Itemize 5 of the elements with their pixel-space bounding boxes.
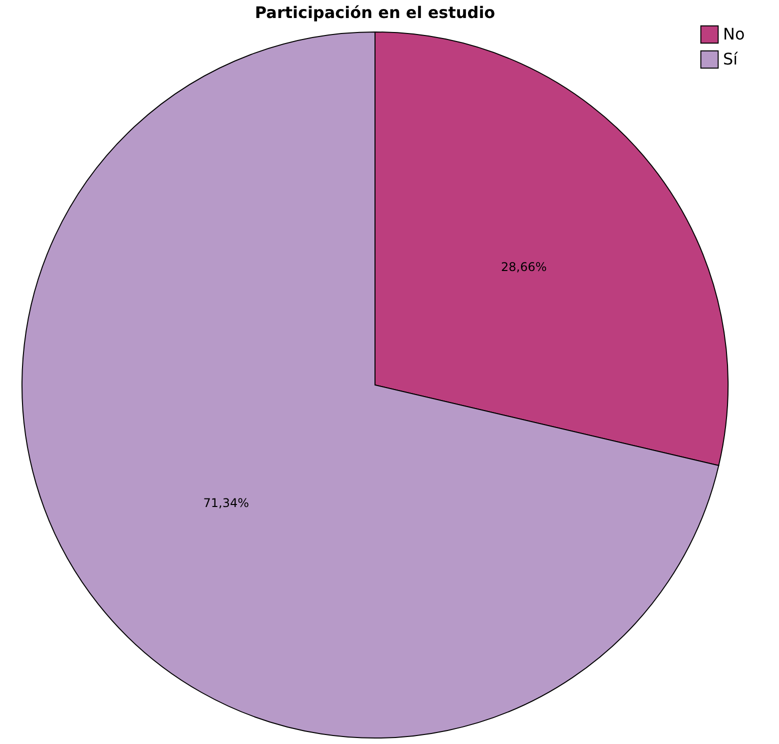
- legend-label: No: [723, 24, 745, 44]
- data-label: 28,66%: [500, 260, 547, 274]
- data-label: 71,34%: [203, 496, 250, 510]
- chart-title: Participación en el estudio: [254, 3, 496, 22]
- legend-label: Sí: [723, 50, 738, 68]
